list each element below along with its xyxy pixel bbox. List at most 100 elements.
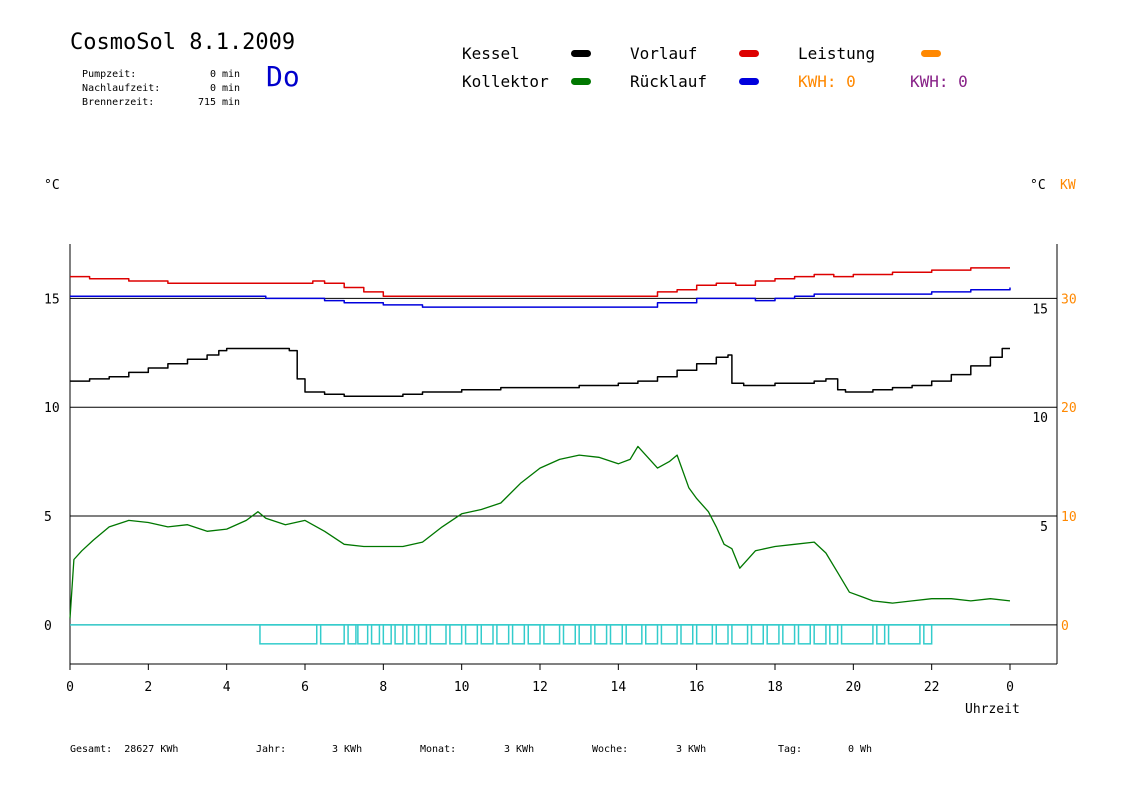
x-tick-label: 6 <box>301 680 309 695</box>
y-tick-label-kw: 10 <box>1061 510 1077 525</box>
pump-on-block <box>511 624 526 645</box>
pump-on-block <box>766 624 780 645</box>
weekday-label: Do <box>266 60 300 93</box>
x-tick-label: 4 <box>223 680 231 695</box>
pump-on-block <box>750 624 764 645</box>
y-tick-label-left: 10 <box>44 401 60 416</box>
pump-on-block <box>695 624 714 645</box>
pump-on-block <box>562 624 576 645</box>
pump-on-block <box>609 624 623 645</box>
legend-kessel-label: Kessel <box>462 44 520 63</box>
y-tick-label-right: 15 <box>1032 302 1048 317</box>
stat-brennerzeit: Brennerzeit: 715 min <box>70 86 240 108</box>
pump-on-block <box>382 624 392 645</box>
y-tick-label-kw: 0 <box>1061 619 1069 634</box>
pump-on-block <box>449 624 463 645</box>
legend-ruecklauf-swatch <box>739 78 759 85</box>
right-axis-kw-unit: KW <box>1060 178 1076 193</box>
stat-pumpzeit: Pumpzeit: 0 min <box>70 58 240 80</box>
legend-vorlauf-swatch <box>739 50 759 57</box>
y-tick-label-right: 10 <box>1032 411 1048 426</box>
pump-on-block <box>680 624 694 645</box>
stat-label: Brennerzeit: <box>82 97 155 108</box>
legend-vorlauf-label: Vorlauf <box>630 44 698 63</box>
pump-on-block <box>731 624 749 645</box>
stat-unit: min <box>222 69 241 80</box>
legend-kwh-orange: KWH: 0 <box>798 72 856 91</box>
x-tick-label: 22 <box>924 680 940 695</box>
pump-on-block <box>578 624 592 645</box>
pump-on-block <box>357 624 369 645</box>
pump-on-block <box>660 624 678 645</box>
x-tick-label: 14 <box>611 680 627 695</box>
legend-kollektor-swatch <box>571 78 591 85</box>
footer-gesamt-value: 28627 KWh <box>124 744 179 755</box>
pump-on-block <box>797 624 811 645</box>
y-tick-label-right: 5 <box>1040 520 1048 535</box>
left-axis-unit: °C <box>44 178 60 193</box>
series-line-kessel <box>70 347 1010 398</box>
footer-monat-value: 3 KWh <box>504 744 535 755</box>
pump-on-block <box>429 624 447 645</box>
pump-on-block <box>406 624 416 645</box>
x-tick-label: 12 <box>532 680 548 695</box>
pump-on-block <box>496 624 510 645</box>
pump-on-block <box>782 624 796 645</box>
legend-kessel-swatch <box>571 50 591 57</box>
right-axis-unit: °C <box>1030 178 1046 193</box>
pump-on-block <box>887 624 921 645</box>
pump-on-block <box>417 624 428 645</box>
legend-leistung-swatch <box>921 50 941 57</box>
stat-nachlaufzeit: Nachlaufzeit: 0 min <box>70 72 240 94</box>
legend-ruecklauf-label: Rücklauf <box>630 72 708 91</box>
series-line-ruecklauf <box>70 287 1011 308</box>
pump-on-block <box>645 624 659 645</box>
stat-value: 0 <box>209 83 216 94</box>
y-tick-label-kw: 20 <box>1061 401 1077 416</box>
footer-tag-label: Tag: <box>778 744 803 755</box>
pump-on-block <box>625 624 643 645</box>
x-tick-label: 0 <box>1006 680 1014 695</box>
x-tick-label: 2 <box>144 680 152 695</box>
stat-value: 0 <box>209 69 216 80</box>
legend-leistung-label: Leistung <box>798 44 876 63</box>
footer-monat-label: Monat: <box>420 744 457 755</box>
pump-on-block <box>394 624 404 645</box>
pump-on-block <box>480 624 494 645</box>
x-tick-label: 16 <box>689 680 705 695</box>
y-tick-label-left: 5 <box>44 510 52 525</box>
pump-on-block <box>370 624 381 645</box>
stat-value: 715 <box>197 97 216 108</box>
stat-label: Pumpzeit: <box>82 69 137 80</box>
pump-on-block <box>527 624 541 645</box>
y-tick-label-kw: 30 <box>1061 292 1077 307</box>
footer-tag-value: 0 Wh <box>848 744 873 755</box>
pump-on-block <box>813 624 827 645</box>
pump-on-block <box>319 624 345 645</box>
x-tick-label: 10 <box>454 680 470 695</box>
pump-on-block <box>464 624 479 645</box>
pump-on-block <box>829 624 839 645</box>
footer-jahr-value: 3 KWh <box>332 744 363 755</box>
stat-label: Nachlaufzeit: <box>82 83 161 94</box>
pump-on-block <box>840 624 874 645</box>
pump-on-block <box>347 624 357 645</box>
x-tick-label: 18 <box>767 680 783 695</box>
pump-on-block <box>543 624 561 645</box>
stat-unit: min <box>222 83 241 94</box>
stat-unit: min <box>222 97 241 108</box>
legend-kwh-purple: KWH: 0 <box>910 72 968 91</box>
y-tick-label-left: 15 <box>44 292 60 307</box>
pump-on-block <box>259 624 318 645</box>
footer-woche-label: Woche: <box>592 744 629 755</box>
series-line-vorlauf <box>70 267 1010 297</box>
legend-kollektor-label: Kollektor <box>462 72 549 91</box>
x-axis-label: Uhrzeit <box>965 702 1020 717</box>
x-tick-label: 20 <box>846 680 862 695</box>
pump-on-block <box>876 624 886 645</box>
footer-woche-value: 3 KWh <box>676 744 707 755</box>
footer-gesamt-label: Gesamt: <box>70 744 113 755</box>
pump-on-block <box>715 624 729 645</box>
footer-jahr-label: Jahr: <box>256 744 287 755</box>
